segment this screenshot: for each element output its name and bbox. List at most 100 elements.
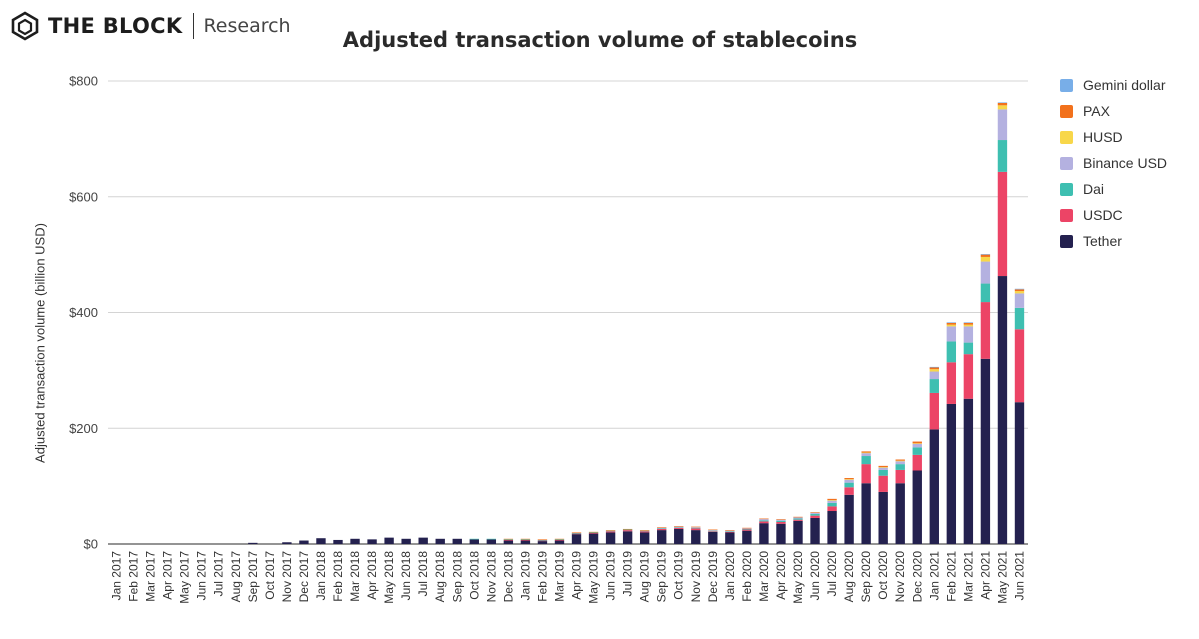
- bar-segment: [895, 464, 905, 470]
- bar-segment: [980, 302, 991, 359]
- bar-segment: [639, 532, 650, 544]
- x-tick-label: Jan 2021: [927, 551, 941, 601]
- legend-swatch: [1060, 156, 1073, 170]
- bar-segment: [691, 528, 701, 531]
- bar-segment: [895, 461, 905, 465]
- brand-name: THE BLOCK: [48, 14, 183, 38]
- bar-segment: [946, 324, 957, 327]
- bar-segment: [946, 341, 957, 363]
- bar-segment: [1014, 291, 1025, 294]
- x-tick-label: Jul 2018: [416, 551, 430, 597]
- bar-segment: [674, 526, 684, 528]
- legend-item: Tether: [1060, 228, 1167, 254]
- bar-segment: [861, 464, 871, 484]
- bar-segment: [929, 369, 939, 372]
- bar-segment: [503, 539, 514, 540]
- bar-segment: [827, 498, 837, 501]
- bar-segment: [554, 539, 565, 541]
- bar-segment: [980, 283, 991, 303]
- bar-segment: [316, 538, 326, 544]
- x-tick-label: Aug 2017: [229, 551, 243, 603]
- bar-segment: [997, 109, 1008, 141]
- x-tick-label: Jan 2020: [723, 551, 737, 601]
- legend: Gemini dollar PAX HUSD Binance USD Dai USDC Te…: [1060, 72, 1167, 254]
- bar-segment: [997, 102, 1008, 104]
- bar-segment: [725, 530, 735, 532]
- bar-segment: [1014, 289, 1025, 292]
- bar-segment: [1014, 329, 1025, 403]
- x-tick-label: Jun 2021: [1012, 551, 1026, 601]
- bar-segment: [980, 358, 991, 544]
- bar-segment: [622, 529, 633, 531]
- x-tick-label: Nov 2020: [893, 551, 907, 603]
- bar-segment: [878, 475, 888, 492]
- legend-item: USDC: [1060, 202, 1167, 228]
- bar-segment: [691, 527, 701, 529]
- legend-item: HUSD: [1060, 124, 1167, 150]
- bar-segment: [776, 523, 786, 544]
- y-tick-label: $200: [69, 421, 98, 436]
- bar-segment: [503, 538, 514, 540]
- x-tick-label: Mar 2018: [348, 551, 362, 602]
- bar-segment: [520, 540, 531, 544]
- y-tick-label: $0: [84, 537, 98, 552]
- bar-segment: [520, 538, 531, 540]
- bar-segment: [742, 529, 752, 531]
- y-tick-label: $600: [69, 189, 98, 204]
- legend-label: USDC: [1083, 207, 1123, 223]
- bar-segment: [895, 459, 905, 461]
- bar-segment: [299, 540, 309, 544]
- bar-segment: [793, 519, 803, 521]
- x-tick-label: Aug 2018: [433, 551, 447, 603]
- bar-segment: [708, 531, 718, 532]
- cube-logo-icon: [11, 11, 39, 41]
- bar-segment: [571, 532, 582, 534]
- x-tick-label: Jun 2020: [808, 551, 822, 601]
- bar-segment: [997, 140, 1008, 172]
- bar-segment: [674, 527, 684, 528]
- bar-segment: [639, 531, 650, 533]
- bar-segment: [725, 531, 735, 532]
- bar-segment: [605, 532, 616, 544]
- bar-segment: [963, 322, 974, 323]
- bar-segment: [708, 531, 718, 544]
- x-tick-label: Oct 2017: [263, 551, 277, 600]
- legend-item: Dai: [1060, 176, 1167, 202]
- y-tick-label: $400: [69, 305, 98, 320]
- bar-segment: [333, 539, 343, 544]
- bar-segment: [725, 531, 735, 533]
- x-tick-label: Mar 2017: [144, 551, 158, 602]
- bar-segment: [963, 326, 974, 343]
- bar-segment: [605, 531, 616, 533]
- x-tick-label: Dec 2020: [910, 551, 924, 603]
- bar-segment: [793, 516, 803, 518]
- x-tick-label: Oct 2020: [876, 551, 890, 600]
- bar-segment: [844, 479, 854, 483]
- legend-label: HUSD: [1083, 129, 1123, 145]
- bar-segment: [588, 532, 599, 534]
- bar-segment: [759, 518, 769, 520]
- bar-segment: [810, 515, 820, 518]
- x-tick-label: Apr 2019: [570, 551, 584, 600]
- bar-segment: [622, 530, 633, 532]
- legend-swatch: [1060, 130, 1073, 144]
- bar-segment: [963, 354, 974, 399]
- x-tick-label: Feb 2021: [944, 551, 958, 602]
- bar-segment: [946, 326, 957, 342]
- bar-segment: [997, 171, 1008, 277]
- bar-segment: [537, 540, 548, 542]
- bar-segment: [708, 530, 718, 532]
- x-tick-label: Jan 2018: [314, 551, 328, 601]
- x-tick-label: Feb 2017: [127, 551, 141, 602]
- bar-segment: [844, 487, 854, 495]
- legend-item: PAX: [1060, 98, 1167, 124]
- bar-segment: [605, 530, 616, 531]
- x-tick-label: May 2017: [178, 551, 192, 604]
- legend-swatch: [1060, 234, 1073, 248]
- bar-segment: [248, 542, 258, 544]
- x-tick-label: Jun 2019: [604, 551, 618, 601]
- x-tick-label: Mar 2019: [552, 551, 566, 602]
- bar-segment: [639, 530, 650, 532]
- bar-segment: [929, 429, 939, 544]
- bar-segment: [963, 398, 974, 544]
